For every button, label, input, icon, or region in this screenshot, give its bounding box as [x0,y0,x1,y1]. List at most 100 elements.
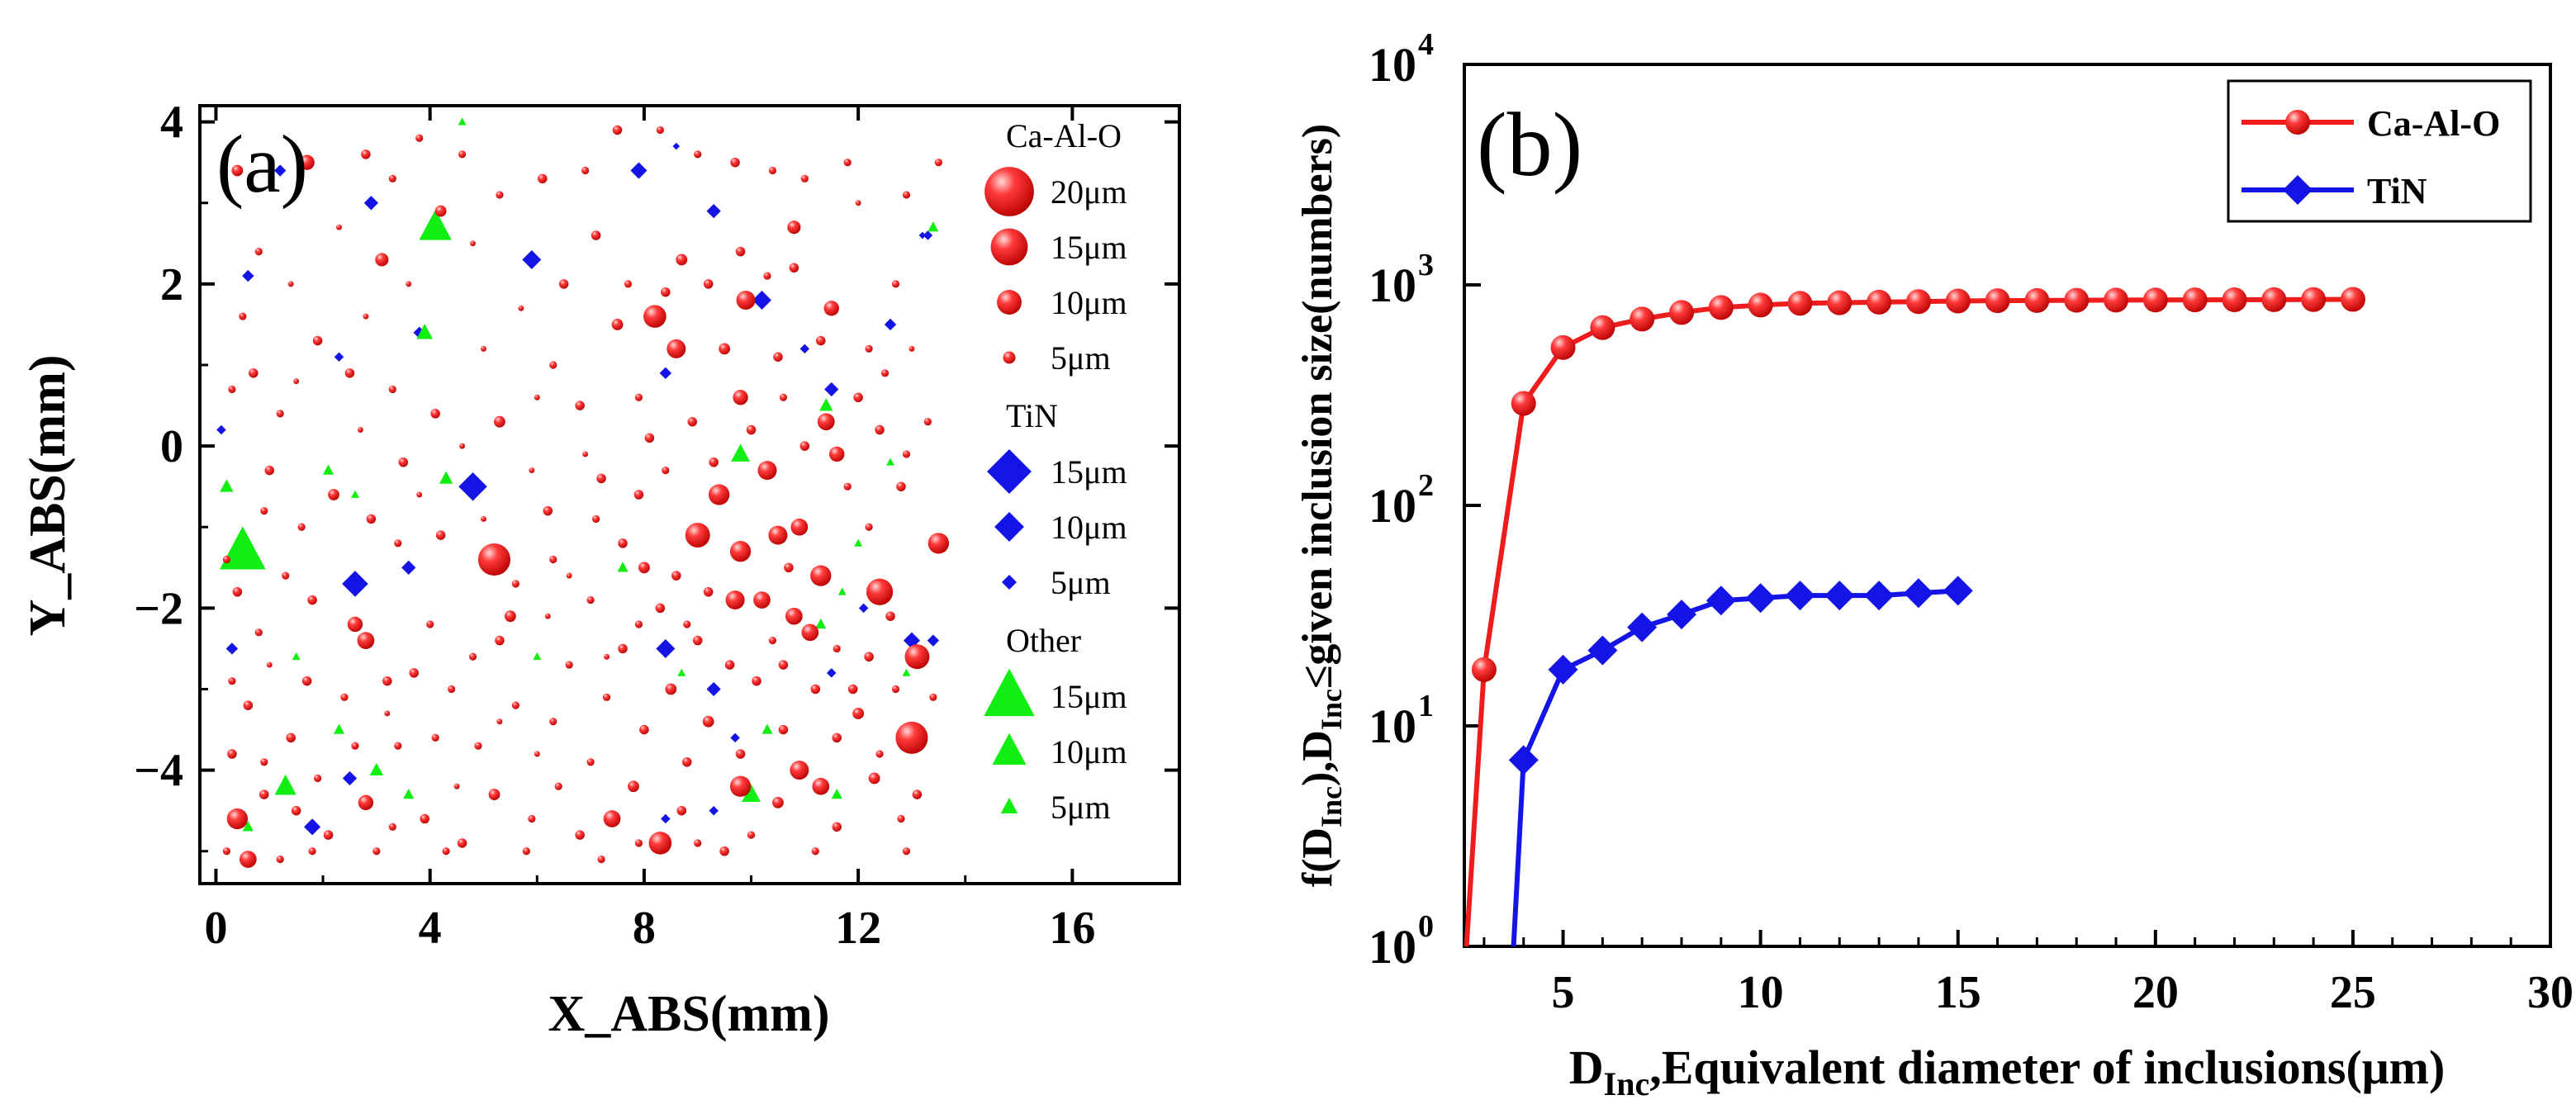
caalo-point [276,855,284,864]
tin-point [661,813,671,824]
other-point [831,788,842,799]
panel-b-legend-label: TiN [2367,171,2427,211]
caalo-point [725,590,745,610]
tin-point [656,638,676,658]
caalo-point [875,750,884,758]
caalo-point [409,668,419,678]
caalo-point [388,174,396,183]
caalo-point [351,742,359,750]
caalo-point [287,281,294,287]
caalo-point [554,782,562,790]
caalo-point [575,830,585,840]
caalo-point [596,473,606,484]
caalo-point [313,774,322,783]
caalo-point [730,157,740,168]
caalo-point [703,587,714,597]
caalo-point [259,789,269,799]
panel-b-y-tick-label: 10 [1369,38,1416,92]
panel-a-legend-marker [992,732,1027,766]
caalo-point [667,339,686,358]
caalo-point [694,839,702,847]
panel-b-x-axis-title-rest: ,Equivalent diameter of inclusions(μm) [1649,1041,2445,1094]
caalo-point [496,718,503,725]
caalo-point [656,126,664,135]
caalo-point [239,851,257,868]
caalo-point [757,461,777,481]
panel-b-tin-point [1508,745,1539,775]
caalo-point [477,543,510,576]
panel-a-legend-label: 10μm [1051,284,1127,321]
caalo-point [534,394,540,401]
tin-point [927,634,940,647]
caalo-point [420,813,429,824]
caalo-point [885,611,895,621]
panel-a-y-tick-label: 0 [160,421,183,472]
panel-b-ca-al-o-point [2340,287,2365,312]
tin-point [752,291,771,310]
caalo-point [902,847,911,856]
caalo-point [875,424,885,435]
tin-point [334,352,344,362]
caalo-point [852,708,865,719]
caalo-point [249,368,259,378]
panel-b-y-axis-title-sub1: Inc [1315,786,1348,827]
caalo-point [801,623,819,642]
panel-b-tin-point [1903,578,1933,609]
panel-a-legend-marker [997,290,1022,315]
tin-point [709,805,719,816]
caalo-point [768,525,788,545]
caalo-point [746,424,757,435]
caalo-point [812,777,830,795]
caalo-point [752,676,761,686]
other-point [369,762,384,776]
caalo-point [880,369,890,377]
other-point [742,784,761,803]
caalo-point [388,822,396,831]
panel-a-legend-label: 10μm [1051,733,1127,770]
caalo-point [372,847,381,856]
caalo-point [865,523,873,531]
caalo-point [416,491,423,498]
caalo-point [891,280,900,288]
panel-b-y-tick-exponent: 0 [1418,909,1434,944]
caalo-point [768,166,777,175]
caalo-point [682,757,692,767]
caalo-point [549,718,557,726]
panel-a-legend-label: 10μm [1051,509,1127,546]
caalo-point [597,855,605,864]
panel-b-ca-al-o-point [1985,288,2010,314]
caalo-point [895,721,928,754]
panel-b-ca-al-o-point [1471,657,1497,682]
panel-b-ca-al-o-point [2182,287,2208,313]
caalo-point [566,572,572,579]
panel-a-plot-frame [198,104,1181,885]
panel-b-y-tick-exponent: 2 [1418,468,1434,503]
caalo-point [361,149,371,159]
caalo-point [865,344,873,353]
caalo-point [448,685,456,694]
panel-b-ca-al-o-point [1669,300,1694,325]
panel-a-x-tick-label: 0 [204,903,227,954]
tin-point [363,196,379,211]
caalo-point [544,613,551,619]
caalo-point [431,733,439,742]
panel-a-points [216,117,950,868]
panel-a-legend-marker [994,512,1024,542]
tin-point [923,230,933,240]
caalo-point [394,539,402,548]
panel-b-y-tick-label: 10 [1369,920,1416,974]
caalo-point [643,305,667,328]
caalo-point [729,541,752,562]
caalo-point [481,515,486,522]
caalo-point [735,749,746,759]
caalo-point [702,715,714,728]
caalo-point [719,343,731,355]
caalo-point [363,313,369,320]
caalo-point [375,253,389,267]
panel-a-legend-marker [987,449,1032,494]
caalo-point [336,224,342,230]
caalo-point [494,415,505,428]
caalo-point [832,822,842,832]
caalo-point [366,514,377,524]
caalo-point [586,595,595,604]
